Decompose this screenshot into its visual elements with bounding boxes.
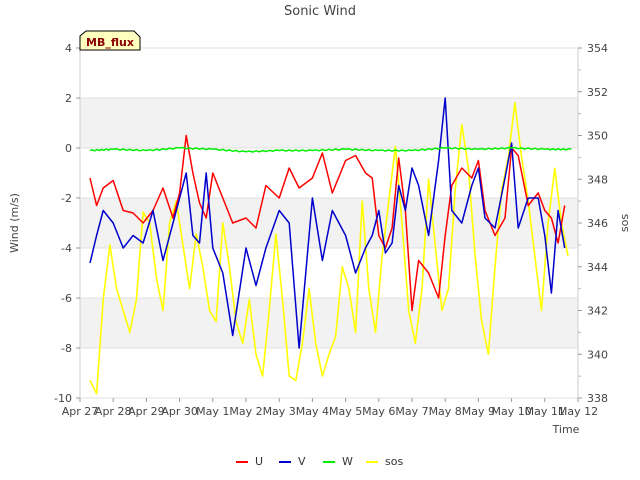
y-tick-label: 4 [65, 42, 72, 55]
x-tick-label: May 12 [558, 405, 598, 418]
x-tick-label: May 10 [491, 405, 531, 418]
x-tick-label: May 1 [196, 405, 229, 418]
x-tick-label: May 3 [263, 405, 296, 418]
x-tick-label: May 4 [296, 405, 329, 418]
y2-tick-label: 348 [587, 173, 608, 186]
x-tick-label: Apr 29 [128, 405, 165, 418]
y2-tick-label: 346 [587, 217, 608, 230]
x-tick-label: Apr 27 [62, 405, 99, 418]
y-tick-label: 0 [65, 142, 72, 155]
series-line-w [89, 146, 572, 153]
y2-tick-label: 350 [587, 130, 608, 143]
legend-label-u: U [255, 455, 263, 468]
x-tick-label: Apr 28 [95, 405, 132, 418]
y2-tick-label: 344 [587, 261, 608, 274]
x-tick-label: Apr 30 [161, 405, 198, 418]
y-tick-label: -10 [54, 392, 72, 405]
y-tick-label: -8 [61, 342, 72, 355]
y-tick-label: 2 [65, 92, 72, 105]
grid-band [80, 198, 578, 248]
legend-label-sos: sos [385, 455, 403, 468]
y2-axis-ticks: 338 340 342 344 346 348 350 352 354 [578, 42, 608, 405]
x-tick-label: May 9 [462, 405, 495, 418]
x-tick-label: May 6 [362, 405, 395, 418]
mb-flux-badge: MB_flux [79, 30, 141, 51]
series-line-u [89, 134, 566, 312]
grid-bands [80, 98, 578, 348]
chart-title: Sonic Wind [284, 4, 356, 19]
grid-band [80, 298, 578, 348]
y-axis-title: Wind (m/s) [8, 193, 21, 253]
y2-tick-label: 340 [587, 348, 608, 361]
legend-label-v: V [298, 455, 306, 468]
x-tick-label: May 11 [525, 405, 565, 418]
y2-tick-label: 352 [587, 86, 608, 99]
series-layer [89, 97, 572, 395]
legend-label-w: W [342, 455, 353, 468]
x-tick-label: May 2 [229, 405, 262, 418]
series-line-sos [89, 101, 569, 395]
series-line-v [89, 97, 566, 349]
x-tick-label: May 5 [329, 405, 362, 418]
y2-tick-label: 342 [587, 305, 608, 318]
y-tick-label: -4 [61, 242, 72, 255]
y2-tick-label: 354 [587, 42, 608, 55]
y-tick-label: -2 [61, 192, 72, 205]
badge-label: MB_flux [86, 36, 134, 49]
badge-shape [79, 30, 141, 51]
y2-axis-title: sos [618, 214, 631, 232]
x-tick-label: May 8 [429, 405, 462, 418]
y-tick-label: -6 [61, 292, 72, 305]
x-axis-title: Time [552, 423, 580, 436]
y-axis-ticks: -10 -8 -6 -4 -2 0 2 4 [54, 42, 80, 405]
grid-band [80, 98, 578, 148]
x-tick-label: May 7 [395, 405, 428, 418]
y2-tick-label: 338 [587, 392, 608, 405]
